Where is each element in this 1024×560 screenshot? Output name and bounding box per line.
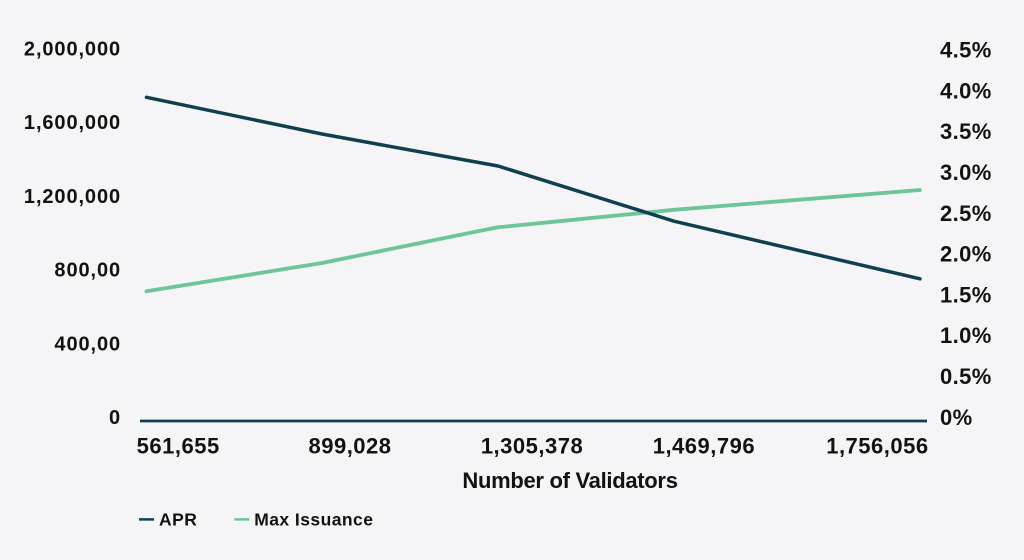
svg-text:0: 0 (109, 407, 121, 429)
svg-text:1,200,000: 1,200,000 (24, 186, 121, 208)
svg-text:1,600,000: 1,600,000 (24, 112, 121, 134)
svg-text:1,756,056: 1,756,056 (826, 433, 928, 458)
svg-text:2.0%: 2.0% (940, 242, 992, 267)
svg-text:Number of Validators: Number of Validators (462, 468, 677, 493)
svg-text:1,305,378: 1,305,378 (481, 433, 583, 458)
svg-text:4.0%: 4.0% (940, 78, 992, 103)
svg-text:400,00: 400,00 (54, 333, 121, 355)
svg-text:3.0%: 3.0% (940, 160, 992, 185)
svg-text:2,000,000: 2,000,000 (24, 39, 121, 61)
svg-text:2.5%: 2.5% (940, 201, 992, 226)
svg-text:561,655: 561,655 (137, 433, 220, 458)
svg-text:800,00: 800,00 (54, 260, 121, 282)
svg-text:APR: APR (159, 510, 197, 530)
svg-text:899,028: 899,028 (308, 433, 391, 458)
svg-text:0.5%: 0.5% (940, 364, 992, 389)
svg-text:1.0%: 1.0% (940, 323, 992, 348)
svg-text:1,469,796: 1,469,796 (653, 433, 755, 458)
svg-text:1.5%: 1.5% (940, 282, 992, 307)
svg-text:0%: 0% (940, 405, 973, 430)
svg-text:4.5%: 4.5% (940, 38, 992, 63)
svg-text:Max Issuance: Max Issuance (254, 510, 373, 530)
svg-text:3.5%: 3.5% (940, 119, 992, 144)
